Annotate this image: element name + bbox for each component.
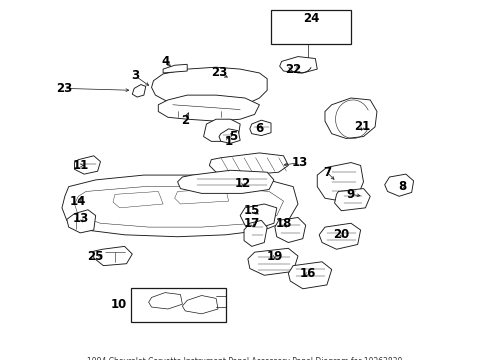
Text: 13: 13 bbox=[73, 212, 89, 225]
Polygon shape bbox=[94, 246, 132, 266]
Polygon shape bbox=[325, 98, 377, 139]
Polygon shape bbox=[275, 217, 306, 243]
Polygon shape bbox=[219, 129, 240, 143]
Text: 9: 9 bbox=[347, 188, 355, 201]
Text: 23: 23 bbox=[211, 67, 227, 80]
Polygon shape bbox=[280, 57, 317, 73]
Polygon shape bbox=[203, 119, 240, 141]
Polygon shape bbox=[244, 220, 267, 246]
Text: 12: 12 bbox=[235, 177, 251, 190]
Polygon shape bbox=[67, 210, 96, 233]
Text: 22: 22 bbox=[285, 63, 301, 76]
Polygon shape bbox=[288, 262, 332, 289]
Polygon shape bbox=[113, 192, 163, 208]
Polygon shape bbox=[163, 64, 187, 73]
Text: 8: 8 bbox=[398, 180, 406, 193]
Text: 10: 10 bbox=[110, 298, 126, 311]
Polygon shape bbox=[148, 293, 182, 309]
Text: 18: 18 bbox=[275, 217, 292, 230]
Bar bbox=[131, 288, 226, 321]
Text: 14: 14 bbox=[70, 195, 87, 208]
Polygon shape bbox=[317, 163, 364, 201]
Text: 1: 1 bbox=[224, 135, 233, 148]
Polygon shape bbox=[158, 95, 259, 121]
Text: 6: 6 bbox=[255, 122, 264, 135]
Text: 7: 7 bbox=[323, 166, 331, 179]
Polygon shape bbox=[132, 85, 146, 97]
Polygon shape bbox=[74, 186, 284, 227]
Text: 4: 4 bbox=[162, 55, 170, 68]
Polygon shape bbox=[74, 156, 100, 174]
Text: 17: 17 bbox=[244, 217, 260, 230]
Text: 1994 Chevrolet Corvette Instrument Panel Accessory Panel Diagram for 10262830: 1994 Chevrolet Corvette Instrument Panel… bbox=[87, 357, 403, 360]
Text: 3: 3 bbox=[131, 69, 139, 82]
Text: 25: 25 bbox=[88, 251, 104, 264]
Polygon shape bbox=[319, 223, 361, 249]
Text: 24: 24 bbox=[303, 12, 319, 25]
Polygon shape bbox=[248, 248, 298, 275]
Text: 20: 20 bbox=[333, 228, 349, 241]
Bar bbox=[271, 10, 351, 44]
Text: 13: 13 bbox=[292, 156, 308, 169]
Polygon shape bbox=[335, 189, 370, 211]
Text: 11: 11 bbox=[73, 159, 89, 172]
Polygon shape bbox=[151, 67, 267, 109]
Text: 2: 2 bbox=[181, 114, 189, 127]
Text: 21: 21 bbox=[354, 120, 370, 134]
Polygon shape bbox=[177, 170, 274, 193]
Polygon shape bbox=[182, 296, 218, 314]
Polygon shape bbox=[250, 120, 271, 136]
Polygon shape bbox=[240, 204, 277, 228]
Polygon shape bbox=[209, 153, 288, 175]
Text: 23: 23 bbox=[56, 82, 72, 95]
Text: 19: 19 bbox=[267, 249, 283, 262]
Polygon shape bbox=[174, 189, 229, 204]
Text: 15: 15 bbox=[244, 204, 260, 217]
Polygon shape bbox=[62, 175, 298, 237]
Text: 5: 5 bbox=[229, 130, 238, 143]
Polygon shape bbox=[385, 174, 414, 196]
Text: 16: 16 bbox=[299, 267, 316, 280]
